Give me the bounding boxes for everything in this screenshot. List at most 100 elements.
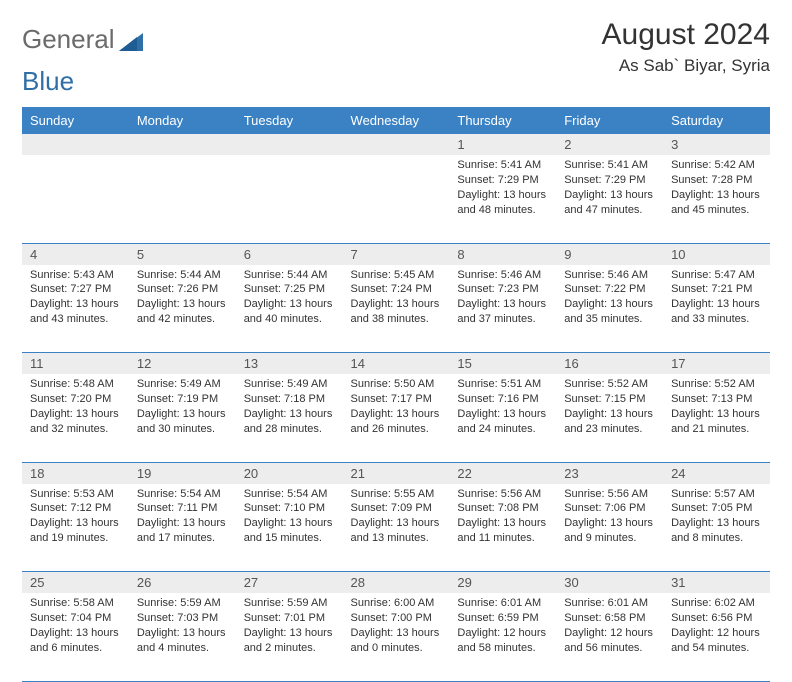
day-details: Sunrise: 5:48 AMSunset: 7:20 PMDaylight:…	[22, 374, 129, 442]
day-details: Sunrise: 5:41 AMSunset: 7:29 PMDaylight:…	[449, 155, 556, 223]
day-cell: Sunrise: 6:00 AMSunset: 7:00 PMDaylight:…	[343, 593, 450, 681]
day-details: Sunrise: 5:54 AMSunset: 7:11 PMDaylight:…	[129, 484, 236, 552]
day-cell: Sunrise: 5:52 AMSunset: 7:13 PMDaylight:…	[663, 374, 770, 462]
day-header: Friday	[556, 107, 663, 134]
day-details: Sunrise: 5:59 AMSunset: 7:01 PMDaylight:…	[236, 593, 343, 661]
day-details: Sunrise: 5:52 AMSunset: 7:15 PMDaylight:…	[556, 374, 663, 442]
day-number-cell: 28	[343, 572, 450, 594]
day-cell: Sunrise: 5:54 AMSunset: 7:11 PMDaylight:…	[129, 484, 236, 572]
day-details: Sunrise: 5:44 AMSunset: 7:25 PMDaylight:…	[236, 265, 343, 333]
day-details: Sunrise: 6:01 AMSunset: 6:59 PMDaylight:…	[449, 593, 556, 661]
day-number-cell	[343, 134, 450, 155]
day-details: Sunrise: 5:58 AMSunset: 7:04 PMDaylight:…	[22, 593, 129, 661]
day-cell: Sunrise: 5:53 AMSunset: 7:12 PMDaylight:…	[22, 484, 129, 572]
day-details: Sunrise: 5:54 AMSunset: 7:10 PMDaylight:…	[236, 484, 343, 552]
day-header: Saturday	[663, 107, 770, 134]
day-details: Sunrise: 6:00 AMSunset: 7:00 PMDaylight:…	[343, 593, 450, 661]
day-number-cell	[22, 134, 129, 155]
day-number-cell	[129, 134, 236, 155]
day-cell: Sunrise: 5:47 AMSunset: 7:21 PMDaylight:…	[663, 265, 770, 353]
day-number-cell: 10	[663, 243, 770, 265]
day-cell: Sunrise: 5:44 AMSunset: 7:26 PMDaylight:…	[129, 265, 236, 353]
day-details: Sunrise: 5:52 AMSunset: 7:13 PMDaylight:…	[663, 374, 770, 442]
day-details: Sunrise: 6:02 AMSunset: 6:56 PMDaylight:…	[663, 593, 770, 661]
day-cell: Sunrise: 5:41 AMSunset: 7:29 PMDaylight:…	[449, 155, 556, 243]
day-number-cell: 11	[22, 353, 129, 375]
day-details: Sunrise: 5:56 AMSunset: 7:06 PMDaylight:…	[556, 484, 663, 552]
day-number-cell: 26	[129, 572, 236, 594]
day-cell: Sunrise: 6:01 AMSunset: 6:59 PMDaylight:…	[449, 593, 556, 681]
day-details: Sunrise: 5:49 AMSunset: 7:18 PMDaylight:…	[236, 374, 343, 442]
day-number-cell: 8	[449, 243, 556, 265]
day-number-cell: 16	[556, 353, 663, 375]
day-number-cell: 2	[556, 134, 663, 155]
day-number-cell: 27	[236, 572, 343, 594]
month-title: August 2024	[602, 18, 770, 52]
day-cell: Sunrise: 5:41 AMSunset: 7:29 PMDaylight:…	[556, 155, 663, 243]
day-number-cell: 3	[663, 134, 770, 155]
day-cell	[129, 155, 236, 243]
day-number-cell: 5	[129, 243, 236, 265]
day-number-cell: 21	[343, 462, 450, 484]
day-number-cell: 19	[129, 462, 236, 484]
day-cell: Sunrise: 5:46 AMSunset: 7:23 PMDaylight:…	[449, 265, 556, 353]
day-details: Sunrise: 5:51 AMSunset: 7:16 PMDaylight:…	[449, 374, 556, 442]
day-number-cell	[236, 134, 343, 155]
day-number-cell: 4	[22, 243, 129, 265]
day-cell: Sunrise: 5:56 AMSunset: 7:06 PMDaylight:…	[556, 484, 663, 572]
day-cell	[236, 155, 343, 243]
day-cell: Sunrise: 5:54 AMSunset: 7:10 PMDaylight:…	[236, 484, 343, 572]
day-number-cell: 17	[663, 353, 770, 375]
logo: General	[22, 18, 143, 55]
day-number-cell: 25	[22, 572, 129, 594]
day-number-cell: 15	[449, 353, 556, 375]
day-number-cell: 12	[129, 353, 236, 375]
day-details: Sunrise: 5:49 AMSunset: 7:19 PMDaylight:…	[129, 374, 236, 442]
day-header: Thursday	[449, 107, 556, 134]
day-header: Sunday	[22, 107, 129, 134]
day-details: Sunrise: 5:53 AMSunset: 7:12 PMDaylight:…	[22, 484, 129, 552]
day-number-cell: 24	[663, 462, 770, 484]
day-cell: Sunrise: 5:59 AMSunset: 7:03 PMDaylight:…	[129, 593, 236, 681]
day-cell: Sunrise: 5:51 AMSunset: 7:16 PMDaylight:…	[449, 374, 556, 462]
day-details: Sunrise: 5:43 AMSunset: 7:27 PMDaylight:…	[22, 265, 129, 333]
day-number-cell: 9	[556, 243, 663, 265]
day-header: Monday	[129, 107, 236, 134]
day-details: Sunrise: 5:50 AMSunset: 7:17 PMDaylight:…	[343, 374, 450, 442]
day-number-cell: 23	[556, 462, 663, 484]
day-details: Sunrise: 5:47 AMSunset: 7:21 PMDaylight:…	[663, 265, 770, 333]
day-cell: Sunrise: 6:01 AMSunset: 6:58 PMDaylight:…	[556, 593, 663, 681]
day-cell: Sunrise: 5:50 AMSunset: 7:17 PMDaylight:…	[343, 374, 450, 462]
day-cell: Sunrise: 5:43 AMSunset: 7:27 PMDaylight:…	[22, 265, 129, 353]
day-cell	[22, 155, 129, 243]
day-number-cell: 13	[236, 353, 343, 375]
day-cell: Sunrise: 5:42 AMSunset: 7:28 PMDaylight:…	[663, 155, 770, 243]
logo-arrow-icon	[119, 29, 143, 51]
day-cell: Sunrise: 5:46 AMSunset: 7:22 PMDaylight:…	[556, 265, 663, 353]
day-header: Wednesday	[343, 107, 450, 134]
day-number-cell: 1	[449, 134, 556, 155]
day-cell: Sunrise: 5:49 AMSunset: 7:18 PMDaylight:…	[236, 374, 343, 462]
day-number-cell: 30	[556, 572, 663, 594]
day-cell: Sunrise: 5:58 AMSunset: 7:04 PMDaylight:…	[22, 593, 129, 681]
location-subtitle: As Sab` Biyar, Syria	[602, 56, 770, 76]
day-cell: Sunrise: 5:57 AMSunset: 7:05 PMDaylight:…	[663, 484, 770, 572]
day-number-cell: 20	[236, 462, 343, 484]
day-number-cell: 7	[343, 243, 450, 265]
day-number-cell: 31	[663, 572, 770, 594]
day-cell: Sunrise: 6:02 AMSunset: 6:56 PMDaylight:…	[663, 593, 770, 681]
day-cell	[343, 155, 450, 243]
day-details: Sunrise: 5:46 AMSunset: 7:23 PMDaylight:…	[449, 265, 556, 333]
calendar-table: SundayMondayTuesdayWednesdayThursdayFrid…	[22, 107, 770, 682]
day-header: Tuesday	[236, 107, 343, 134]
day-cell: Sunrise: 5:56 AMSunset: 7:08 PMDaylight:…	[449, 484, 556, 572]
day-cell: Sunrise: 5:59 AMSunset: 7:01 PMDaylight:…	[236, 593, 343, 681]
day-cell: Sunrise: 5:55 AMSunset: 7:09 PMDaylight:…	[343, 484, 450, 572]
day-number-cell: 6	[236, 243, 343, 265]
day-details: Sunrise: 5:46 AMSunset: 7:22 PMDaylight:…	[556, 265, 663, 333]
day-details: Sunrise: 5:55 AMSunset: 7:09 PMDaylight:…	[343, 484, 450, 552]
day-details: Sunrise: 5:44 AMSunset: 7:26 PMDaylight:…	[129, 265, 236, 333]
day-cell: Sunrise: 5:48 AMSunset: 7:20 PMDaylight:…	[22, 374, 129, 462]
day-details: Sunrise: 5:42 AMSunset: 7:28 PMDaylight:…	[663, 155, 770, 223]
day-number-cell: 22	[449, 462, 556, 484]
